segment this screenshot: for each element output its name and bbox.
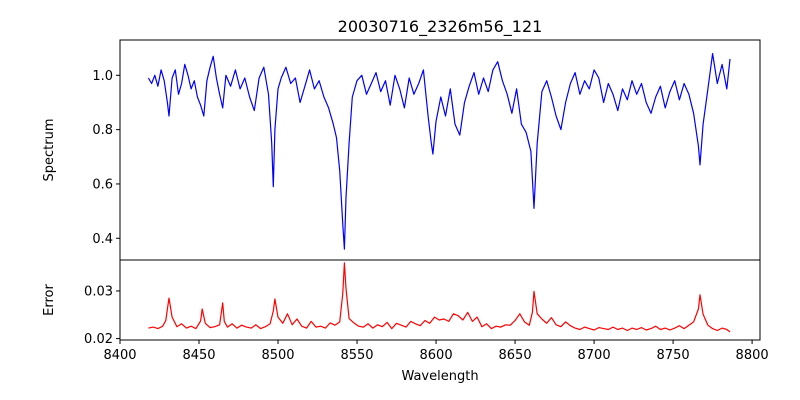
y-tick-label: 0.03 (84, 284, 113, 299)
spectrum-panel: 0.4 0.6 0.8 1.0 Spectrum (42, 39, 761, 261)
x-tick-label: 8500 (261, 348, 294, 363)
spectrum-series (147, 52, 731, 250)
spectrum-y-ticks: 0.4 0.6 0.8 1.0 (92, 69, 120, 247)
x-tick-label: 8550 (340, 348, 373, 363)
y-tick-label: 0.8 (92, 123, 113, 138)
y-tick-label: 0.4 (92, 232, 113, 247)
spectrum-y-axis-label: Spectrum (42, 119, 57, 182)
x-tick-label: 8450 (182, 348, 215, 363)
x-tick-label: 8750 (657, 348, 690, 363)
spectrum-line-0 (147, 52, 731, 250)
error-line-0 (148, 262, 731, 333)
x-tick-label: 8600 (420, 348, 453, 363)
y-tick-label: 0.6 (92, 177, 113, 192)
x-tick-label: 8400 (103, 348, 136, 363)
y-tick-label: 1.0 (92, 69, 113, 84)
error-panel: 0.02 0.03 Error (42, 259, 761, 347)
x-tick-label: 8650 (499, 348, 532, 363)
x-tick-label: 8700 (578, 348, 611, 363)
error-series (148, 262, 731, 333)
error-y-ticks: 0.02 0.03 (84, 284, 120, 347)
error-panel-frame (119, 259, 761, 341)
x-tick-label: 8800 (736, 348, 769, 363)
x-axis-label: Wavelength (401, 369, 478, 384)
x-axis-ticks: 8400 8450 8500 8550 8600 8650 8700 8750 8800 (103, 340, 769, 363)
y-tick-label: 0.02 (84, 332, 113, 347)
chart-title: 20030716_2326m56_121 (338, 17, 543, 37)
error-y-axis-label: Error (42, 284, 57, 316)
